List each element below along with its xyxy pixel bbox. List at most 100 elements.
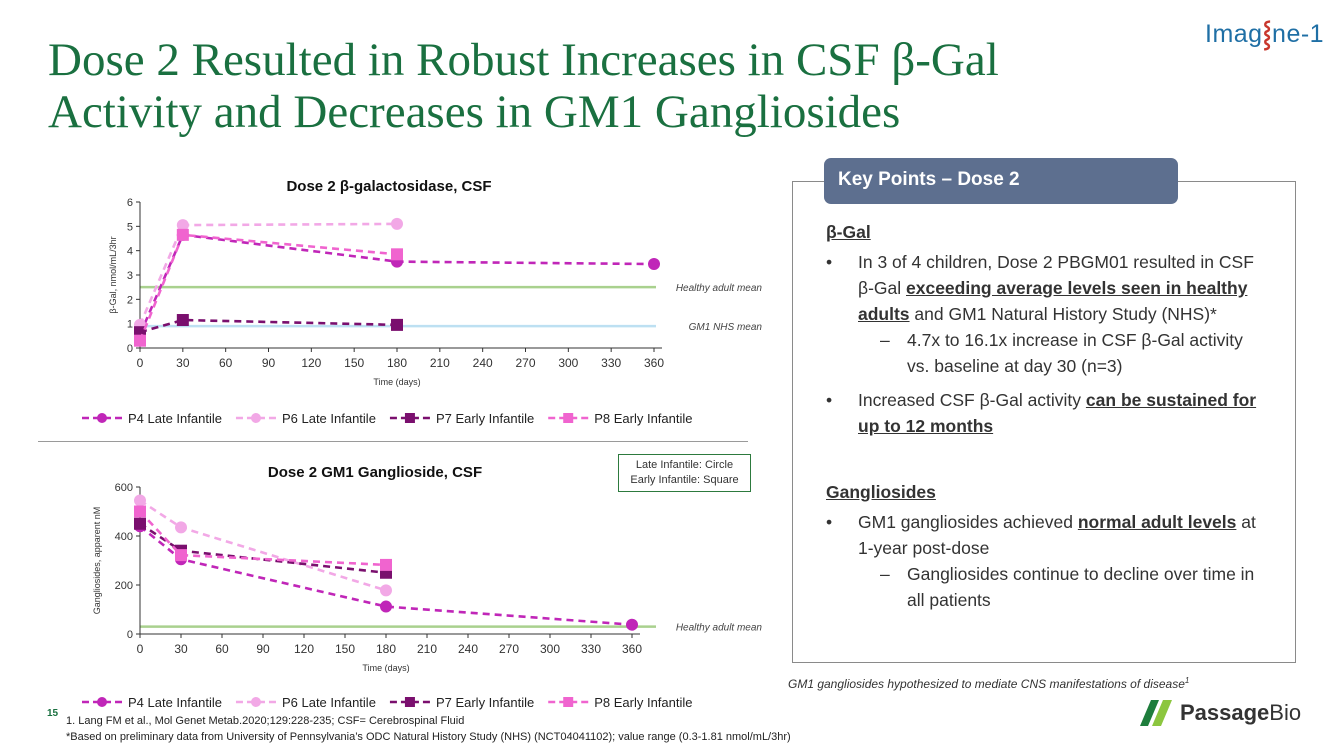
x-tick-label: 360 [644, 356, 664, 370]
y-tick-label: 400 [115, 531, 133, 543]
legend-entry-p6-late-infantile: P6 Late Infantile [235, 411, 376, 426]
bullet-text: Increased CSF β-Gal activity [858, 390, 1086, 410]
x-tick-label: 210 [430, 356, 450, 370]
legend-entry-p8-early-infantile: P8 Early Infantile [548, 411, 693, 426]
data-point-p8-early-infantile [176, 228, 189, 241]
x-axis-label: Time (days) [362, 663, 409, 673]
data-point-p6-late-infantile [380, 584, 392, 597]
reference-label-healthy-adult-mean: Healthy adult mean [676, 283, 763, 294]
x-tick-label: 180 [376, 642, 396, 656]
legend-label-p7-early-infantile: P7 Early Infantile [436, 411, 534, 426]
sub-bullet-fold-increase: – 4.7x to 16.1x increase in CSF β-Gal ac… [826, 327, 1266, 379]
y-tick-label: 2 [127, 294, 133, 306]
bullet-emphasis: normal adult levels [1077, 512, 1237, 532]
legend-entry-p6-late-infantile: P6 Late Infantile [235, 695, 376, 710]
x-tick-label: 270 [515, 356, 535, 370]
bullet-text: and GM1 Natural History Study (NHS)* [909, 304, 1217, 324]
data-point-p8-early-infantile [380, 558, 392, 571]
legend-entry-p4-late-infantile: P4 Late Infantile [82, 695, 222, 710]
sub-bullet-text: 4.7x to 16.1x increase in CSF β-Gal acti… [907, 330, 1243, 376]
key-points-content: β-Gal • In 3 of 4 children, Dose 2 PBGM0… [826, 219, 1266, 613]
sub-bullet-dash: – [880, 564, 890, 584]
legend-label-p7-early-infantile: P7 Early Infantile [436, 695, 534, 710]
x-axis-label: Time (days) [373, 377, 420, 387]
bullet-bgal-exceeds: • In 3 of 4 children, Dose 2 PBGM01 resu… [826, 249, 1266, 327]
y-tick-label: 4 [127, 246, 133, 258]
gangliosides-heading: Gangliosides [826, 482, 936, 502]
legend-label-p6-late-infantile: P6 Late Infantile [282, 695, 376, 710]
slide-title-line-2: Activity and Decreases in GM1 Gangliosid… [48, 86, 901, 138]
x-tick-label: 240 [473, 356, 493, 370]
legend-marker-p6-late-infantile [250, 697, 261, 707]
x-tick-label: 330 [601, 356, 621, 370]
y-tick-label: 0 [127, 629, 133, 641]
bgal-heading: β-Gal [826, 222, 871, 242]
data-point-p6-late-infantile [134, 494, 146, 507]
bullet-text: In 3 of 4 children, Dose 2 PBGM01 result… [858, 252, 1254, 298]
legend-entry-p7-early-infantile: P7 Early Infantile [389, 695, 534, 710]
data-point-p8-early-infantile [175, 549, 187, 562]
x-tick-label: 30 [174, 642, 188, 656]
bullet-emphasis: exceeding average levels seen in healthy… [858, 278, 1248, 324]
reference-label-healthy-adult-mean: Healthy adult mean [676, 623, 763, 634]
legend-label-p6-late-infantile: P6 Late Infantile [282, 411, 376, 426]
bullet-gm1-normal: • GM1 gangliosides achieved normal adult… [826, 509, 1266, 561]
y-axis-label: β-Gal, nmol/mL/3hr [108, 236, 118, 313]
x-tick-label: 180 [387, 356, 407, 370]
y-tick-label: 200 [115, 580, 133, 592]
x-tick-label: 60 [215, 642, 229, 656]
bullet-text: GM1 gangliosides achieved [858, 512, 1078, 532]
bullet-dot: • [826, 512, 833, 532]
legend-marker-p7-early-infantile [404, 413, 415, 423]
reference-footnote: 1. Lang FM et al., Mol Genet Metab.2020;… [66, 715, 465, 727]
legend-marker-p4-late-infantile [97, 697, 107, 707]
data-point-p8-early-infantile [134, 505, 146, 518]
passage-bio-logo: PassageBio [1140, 698, 1301, 728]
x-tick-label: 330 [581, 642, 601, 656]
y-tick-label: 6 [127, 197, 133, 209]
chart-divider [38, 441, 748, 442]
data-point-p8-early-infantile [134, 334, 146, 347]
shape-key-circle: Late Infantile: Circle [635, 459, 734, 471]
chart-title: Dose 2 GM1 Ganglioside, CSF [268, 464, 482, 481]
x-tick-label: 30 [176, 356, 190, 370]
legend-marker-p4-late-infantile [97, 413, 107, 423]
y-axis-label: Gangliosides, apparent nM [92, 507, 102, 615]
legend-label-p4-late-infantile: P4 Late Infantile [128, 411, 222, 426]
data-point-p6-late-infantile [391, 217, 403, 230]
slide-title-line-1: Dose 2 Resulted in Robust Increases in C… [48, 34, 999, 86]
helix-icon: ⸾ [1262, 20, 1273, 48]
legend-label-p8-early-infantile: P8 Early Infantile [594, 695, 692, 710]
x-tick-label: 150 [335, 642, 355, 656]
x-tick-label: 240 [458, 642, 478, 656]
brand-top-part-a: Imag [1205, 20, 1263, 48]
shape-key-square: Early Infantile: Square [630, 474, 739, 486]
bullet-emphasis: can be sustained for up to 12 months [858, 390, 1257, 436]
x-tick-label: 270 [499, 642, 519, 656]
wordmark-a: Passage [1180, 700, 1270, 725]
legend-entry-p8-early-infantile: P8 Early Infantile [548, 695, 693, 710]
page-number: 15 [47, 708, 59, 719]
bullet-dot: • [826, 252, 833, 272]
slide-title: Dose 2 Resulted in Robust Increases in C… [48, 34, 1198, 138]
data-point-p4-late-infantile [380, 600, 392, 613]
ganglioside-chart: Dose 2 GM1 Ganglioside, CSF Healthy adult… [82, 464, 763, 710]
chart-title: Dose 2 β-galactosidase, CSF [286, 178, 491, 195]
x-tick-label: 360 [622, 642, 642, 656]
passage-bio-mark-icon [1140, 700, 1172, 726]
x-tick-label: 210 [417, 642, 437, 656]
legend-marker-p7-early-infantile [404, 697, 415, 707]
passage-bio-wordmark: PassageBio [1180, 700, 1301, 726]
x-tick-label: 60 [219, 356, 233, 370]
data-point-p7-early-infantile [391, 318, 403, 331]
y-tick-label: 600 [115, 482, 133, 494]
bullet-bgal-sustained: • Increased CSF β-Gal activity can be su… [826, 387, 1266, 439]
data-point-p6-late-infantile [175, 521, 187, 534]
series-line-p8-early-infantile [139, 510, 387, 567]
data-point-p7-early-infantile [134, 517, 146, 530]
x-tick-label: 0 [137, 642, 144, 656]
ganglioside-note-ref: 1 [1184, 676, 1190, 685]
legend-entry-p4-late-infantile: P4 Late Infantile [82, 411, 222, 426]
x-tick-label: 300 [558, 356, 578, 370]
series-line-p4-late-infantile [138, 233, 655, 336]
